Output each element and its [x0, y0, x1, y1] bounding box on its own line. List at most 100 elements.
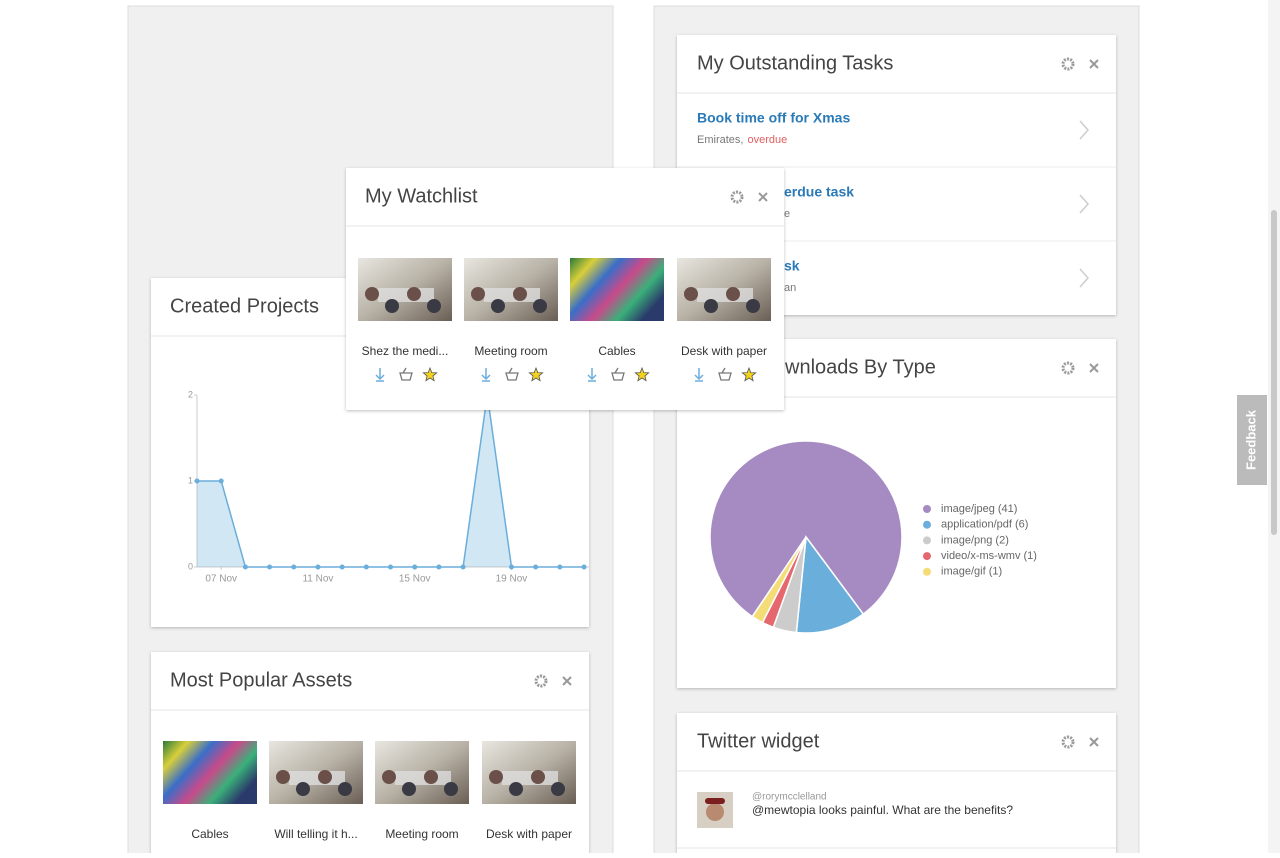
thumbnail-person	[382, 770, 396, 784]
legend-label: image/jpeg (41)	[941, 503, 1017, 515]
thumbnail[interactable]	[163, 741, 257, 804]
thumbnail-person	[444, 782, 458, 796]
avatar-face	[706, 803, 724, 821]
asset-name[interactable]: Desk with paper	[486, 827, 572, 841]
task-client: e	[784, 208, 790, 220]
data-point	[557, 564, 563, 570]
thumbnail-person	[427, 299, 441, 313]
thumbnail-person	[726, 287, 740, 301]
tweet-handle[interactable]: @rorymcclelland	[752, 792, 827, 803]
task-title[interactable]: Book time off for Xmas	[697, 110, 850, 126]
y-tick-label: 2	[188, 389, 193, 399]
thumbnail[interactable]	[570, 258, 664, 321]
thumbnail-person	[365, 287, 379, 301]
star-icon[interactable]	[528, 366, 544, 382]
x-tick-label: 11 Nov	[302, 574, 333, 585]
settings-icon[interactable]	[1061, 361, 1075, 375]
star-icon[interactable]	[741, 366, 757, 382]
widget-title: My Watchlist	[365, 185, 478, 207]
widget-title: Twitter widget	[697, 730, 820, 752]
thumbnail-person	[513, 287, 527, 301]
asset-name[interactable]: Cables	[598, 344, 635, 358]
asset-name[interactable]: Will telling it h...	[274, 827, 357, 841]
task-client: Emirates,	[697, 134, 743, 146]
thumbnail-person	[318, 770, 332, 784]
legend-label: video/x-ms-wmv (1)	[941, 550, 1037, 562]
data-point	[412, 564, 418, 570]
thumbnail-detail	[484, 288, 540, 302]
chevron[interactable]	[1079, 268, 1090, 288]
feedback-label[interactable]: Feedback	[1243, 409, 1258, 470]
close-icon[interactable]	[1089, 59, 1099, 69]
data-point	[194, 478, 200, 484]
legend-label: image/gif (1)	[941, 566, 1002, 578]
thumbnail-person	[385, 299, 399, 313]
basket-icon[interactable]	[399, 367, 413, 381]
thumbnail-person	[471, 287, 485, 301]
thumbnail-person	[338, 782, 352, 796]
thumbnail-person	[551, 782, 565, 796]
scrollbar-thumb[interactable]	[1271, 210, 1277, 535]
data-point	[436, 564, 442, 570]
pie-slice	[709, 440, 903, 618]
settings-icon[interactable]	[1061, 735, 1075, 749]
thumbnail-person	[531, 770, 545, 784]
asset-name[interactable]: Shez the medi...	[362, 344, 449, 358]
chevron[interactable]	[1079, 194, 1090, 214]
tweet-text: @mewtopia looks painful. What are the be…	[752, 803, 1013, 817]
task-meta: Emirates, overdue	[697, 134, 787, 146]
twitter-widget: Twitter widget @rorymcclelland @mewtopia…	[677, 713, 1116, 858]
feedback-bg[interactable]	[1237, 395, 1267, 485]
download-icon[interactable]	[694, 368, 704, 382]
task-title[interactable]: erdue task	[784, 184, 854, 200]
data-point	[291, 564, 297, 570]
star-icon[interactable]	[422, 366, 438, 382]
star-icon[interactable]	[634, 366, 650, 382]
thumbnail-detail	[697, 288, 753, 302]
download-icon[interactable]	[375, 368, 385, 382]
basket-icon[interactable]	[718, 367, 732, 381]
settings-icon[interactable]	[534, 674, 548, 688]
close-icon[interactable]	[758, 192, 768, 202]
asset-name[interactable]: Meeting room	[474, 344, 547, 358]
data-point	[242, 564, 248, 570]
close-icon[interactable]	[1089, 737, 1099, 747]
data-point	[315, 564, 321, 570]
download-icon[interactable]	[481, 368, 491, 382]
settings-icon[interactable]	[730, 190, 744, 204]
thumbnail-person	[296, 782, 310, 796]
data-point	[388, 564, 394, 570]
thumbnail-person	[684, 287, 698, 301]
data-point	[267, 564, 273, 570]
data-point	[460, 564, 466, 570]
thumbnail-person	[704, 299, 718, 313]
area	[197, 395, 584, 567]
thumbnail-person	[402, 782, 416, 796]
asset-name[interactable]: Meeting room	[385, 827, 458, 841]
download-icon[interactable]	[587, 368, 597, 382]
basket-icon[interactable]	[505, 367, 519, 381]
task-status: overdue	[747, 134, 787, 146]
asset-name[interactable]: Desk with paper	[681, 344, 767, 358]
widget-title: Most Popular Assets	[170, 669, 352, 691]
feedback-tab[interactable]: Feedback	[1237, 395, 1267, 485]
chevron[interactable]	[1079, 120, 1090, 140]
basket-icon[interactable]	[611, 367, 625, 381]
settings-icon[interactable]	[1061, 57, 1075, 71]
avatar-cap	[705, 798, 725, 804]
close-icon[interactable]	[562, 676, 572, 686]
asset-name[interactable]: Cables	[191, 827, 228, 841]
y-tick-label: 1	[188, 475, 193, 485]
pie-slice	[795, 534, 865, 634]
data-point	[218, 478, 224, 484]
thumbnail-person	[509, 782, 523, 796]
x-tick-label: 15 Nov	[399, 574, 431, 585]
close-icon[interactable]	[1089, 363, 1099, 373]
popular-assets-widget: Most Popular Assets Cables Will telling i…	[151, 652, 589, 858]
thumbnail-person	[276, 770, 290, 784]
task-title[interactable]: sk	[784, 258, 800, 274]
thumbnail-detail	[289, 771, 345, 785]
thumbnail-detail	[502, 771, 558, 785]
